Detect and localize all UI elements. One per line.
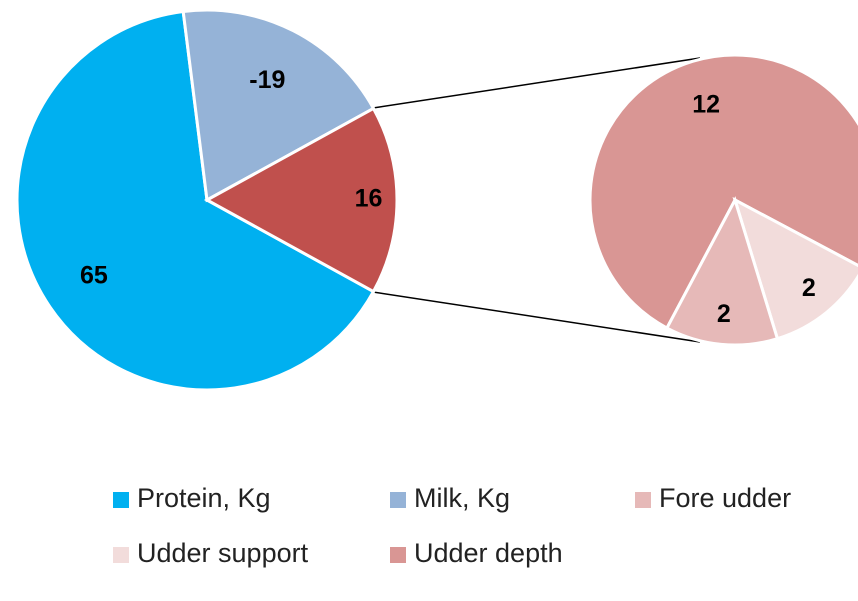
legend-swatch: [635, 492, 651, 508]
legend-label: Udder support: [137, 538, 309, 568]
legend-label: Fore udder: [659, 483, 791, 513]
connector: [372, 57, 701, 109]
data-label: 12: [692, 90, 720, 118]
legend-label: Udder depth: [414, 538, 563, 568]
connector: [372, 291, 701, 343]
legend-swatch: [390, 492, 406, 508]
pie-slice: [588, 53, 858, 331]
data-label: 2: [717, 300, 731, 328]
legend-swatch: [113, 492, 129, 508]
legend-swatch: [390, 547, 406, 563]
legend-label: Milk, Kg: [414, 483, 510, 513]
pie-slice: [181, 8, 376, 203]
pie-slice: [203, 106, 399, 294]
data-label: -19: [249, 66, 285, 94]
legend-swatch: [113, 547, 129, 563]
legend-label: Protein, Kg: [137, 483, 271, 513]
pie-slice: [15, 9, 376, 392]
pie-slice: [732, 196, 858, 341]
pie-slice: [664, 196, 780, 347]
data-label: 2: [802, 274, 816, 302]
data-label: 65: [80, 262, 108, 290]
data-label: 16: [355, 185, 383, 213]
